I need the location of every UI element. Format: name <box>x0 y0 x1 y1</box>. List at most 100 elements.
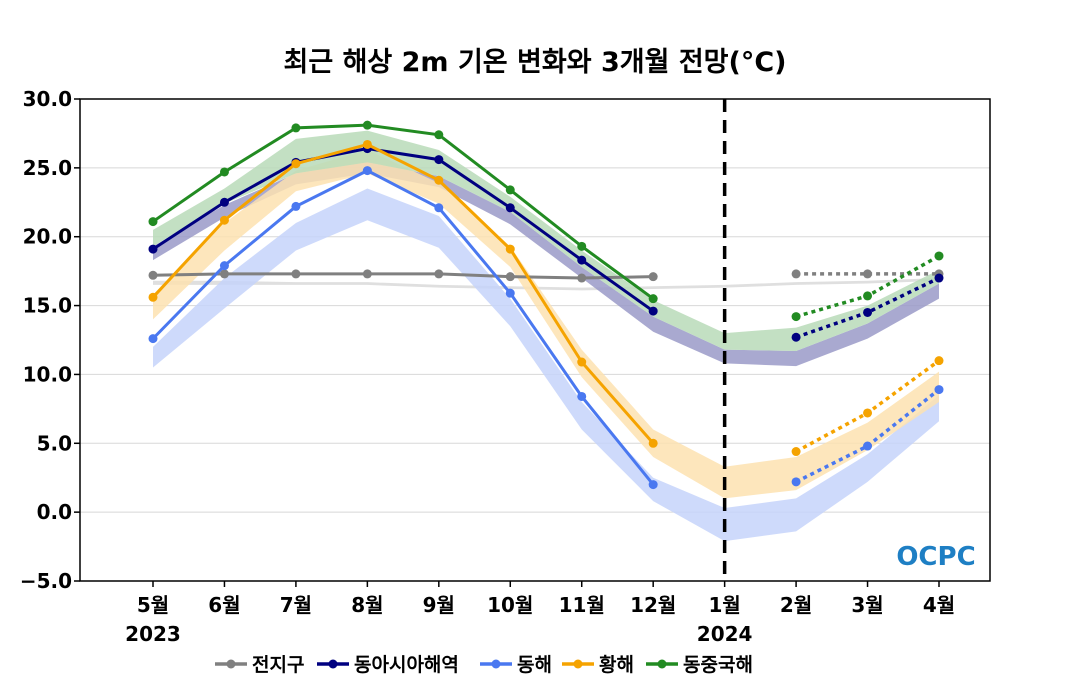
data-point <box>434 130 444 140</box>
legend-marker <box>657 659 667 669</box>
forecast-point <box>863 269 873 279</box>
data-point <box>148 270 158 280</box>
forecast-point <box>863 307 873 317</box>
x-tick-label: 10월 <box>487 593 533 617</box>
data-point <box>434 155 444 165</box>
data-point <box>219 269 229 279</box>
data-point <box>577 255 587 265</box>
data-point <box>148 244 158 254</box>
forecast-point <box>791 332 801 342</box>
forecast-point <box>863 441 873 451</box>
forecast-point <box>934 385 944 395</box>
forecast-point <box>863 291 873 301</box>
data-point <box>505 203 515 213</box>
line-observed <box>152 272 654 280</box>
forecast-point <box>791 269 801 279</box>
y-tick-label: 5.0 <box>37 431 72 455</box>
data-point <box>148 217 158 227</box>
legend-marker <box>328 659 338 669</box>
x-tick-label: 7월 <box>280 593 312 617</box>
x-tick-label: 2월 <box>780 593 812 617</box>
data-point <box>505 288 515 298</box>
ocpc-logo: OCPC <box>896 542 975 572</box>
line-observed <box>151 142 655 445</box>
data-point <box>291 201 301 211</box>
x-tick-label: 3월 <box>851 593 883 617</box>
y-tick-label: 30.0 <box>23 87 72 111</box>
forecast-point <box>791 477 801 487</box>
bands <box>153 130 939 542</box>
legend-marker <box>573 659 583 669</box>
band-동해 <box>153 188 939 542</box>
legend-label: 전지구 <box>252 654 304 676</box>
legend: 전지구 동아시아해역 동해 황해 동중국해 <box>215 653 753 676</box>
data-point <box>362 269 372 279</box>
x-tick-label: 5월 <box>137 593 169 617</box>
line-forecast <box>795 388 941 484</box>
axes: 30.0 25.0 20.0 15.0 10.0 5.0 0.0 −5.0 5월 6월 7월 8월 9월… <box>20 87 955 646</box>
legend-label: 동중국해 <box>683 654 753 676</box>
data-point <box>505 244 515 254</box>
data-point <box>648 480 658 490</box>
forecast-point <box>863 408 873 418</box>
x-tick-label: 9월 <box>423 593 455 617</box>
x-tick-label: 6월 <box>208 593 240 617</box>
data-point <box>434 203 444 213</box>
data-point <box>219 215 229 225</box>
data-point <box>505 185 515 195</box>
legend-label: 황해 <box>599 653 634 676</box>
data-point <box>291 159 301 169</box>
data-point <box>648 294 658 304</box>
data-point <box>291 269 301 279</box>
legend-label: 동아시아해역 <box>354 654 459 676</box>
data-point <box>148 292 158 302</box>
forecast-point <box>791 312 801 322</box>
x-tick-label: 4월 <box>923 593 955 617</box>
legend-label: 동해 <box>517 654 552 676</box>
data-point <box>577 241 587 251</box>
y-tick-label: −5.0 <box>20 569 72 593</box>
y-tick-label: 20.0 <box>23 225 72 249</box>
x-tick-label: 11월 <box>559 593 605 617</box>
chart-title: 최근 해상 2m 기온 변화와 3개월 전망(°C) <box>283 47 786 78</box>
data-point <box>219 167 229 177</box>
data-point <box>362 166 372 176</box>
data-point <box>434 175 444 185</box>
svg-text:OCPC: OCPC <box>896 542 975 572</box>
band-전지구 <box>153 278 939 291</box>
x-tick-label: 12월 <box>630 593 676 617</box>
series-lines <box>148 120 944 490</box>
line-observed <box>151 168 655 486</box>
forecast-point <box>934 273 944 283</box>
data-point <box>505 272 515 282</box>
data-point <box>648 272 658 282</box>
data-point <box>148 334 158 344</box>
legend-marker <box>226 659 236 669</box>
data-point <box>291 123 301 133</box>
data-point <box>219 197 229 207</box>
data-point <box>362 120 372 130</box>
plot-frame <box>79 98 991 582</box>
year-label: 2023 <box>125 622 181 646</box>
data-point <box>648 306 658 316</box>
year-label: 2024 <box>697 622 753 646</box>
y-tick-label: 0.0 <box>37 500 72 524</box>
y-tick-label: 15.0 <box>23 294 72 318</box>
data-point <box>577 391 587 401</box>
x-tick-label: 8월 <box>351 593 383 617</box>
data-point <box>577 357 587 367</box>
forecast-point <box>934 356 944 366</box>
data-point <box>219 261 229 271</box>
line-observed <box>152 147 655 313</box>
data-point <box>648 438 658 448</box>
data-point <box>362 139 372 149</box>
line-observed <box>152 123 655 300</box>
forecast-point <box>791 447 801 457</box>
forecast-point <box>934 251 944 261</box>
data-point <box>577 273 587 283</box>
legend-marker <box>491 659 501 669</box>
y-tick-label: 10.0 <box>23 362 72 386</box>
y-tick-label: 25.0 <box>23 156 72 180</box>
x-tick-label: 1월 <box>708 593 740 617</box>
